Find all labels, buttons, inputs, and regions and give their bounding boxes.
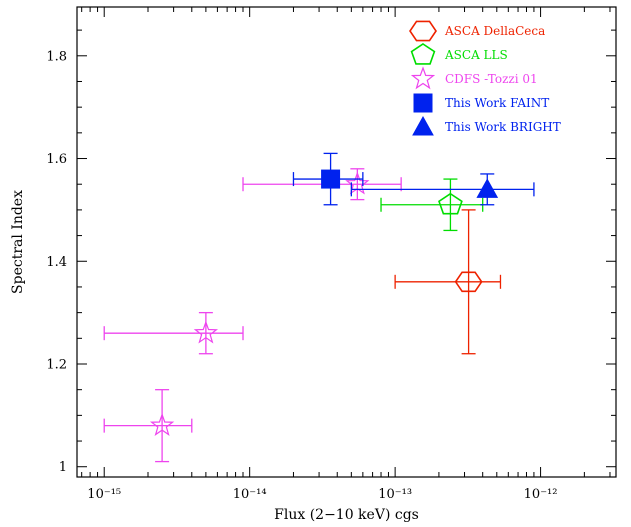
series-4 (350, 173, 535, 206)
legend-label: ASCA LLS (444, 48, 508, 62)
x-tick-label: 10⁻¹³ (378, 487, 412, 502)
legend: ASCA DellaCeca ASCA LLS CDFS -Tozzi 01 This… (409, 20, 561, 136)
y-tick-label: 1.8 (46, 49, 67, 64)
legend-marker-star (410, 66, 436, 90)
legend-label: This Work FAINT (445, 96, 549, 110)
x-tick-label: 10⁻¹⁴ (233, 487, 267, 502)
data-point-square (321, 169, 341, 189)
y-axis-label: Spectral Index (10, 190, 26, 294)
error-bar (350, 173, 535, 206)
error-bar (394, 209, 502, 355)
x-tick-label: 10⁻¹² (524, 487, 558, 502)
data-point-pentagon (438, 192, 463, 215)
data-point-triangle (476, 178, 499, 198)
error-bar (380, 178, 484, 232)
series-3 (292, 152, 364, 206)
data-layer (103, 152, 535, 463)
legend-item: ASCA LLS (410, 43, 508, 65)
y-tick-label: 1.4 (46, 255, 67, 270)
axis-ticks (77, 7, 616, 477)
legend-marker-triangle (412, 115, 434, 136)
legend-item: ASCA DellaCeca (409, 20, 545, 42)
legend-item: This Work BRIGHT (412, 115, 561, 136)
data-point-star (149, 412, 175, 436)
legend-marker-hexagon (409, 20, 437, 42)
series-2 (103, 168, 402, 463)
legend-marker-pentagon (410, 43, 436, 65)
x-axis-label: Flux (2−10 keV) cgs (274, 507, 419, 523)
x-tick-label: 10⁻¹⁵ (87, 487, 121, 502)
series-1 (380, 178, 484, 232)
axis-tick-labels: 10⁻¹⁵ 10⁻¹⁴ 10⁻¹³ 10⁻¹² 1 1.2 1.4 1.6 1.8 (46, 49, 557, 502)
legend-label: CDFS -Tozzi 01 (445, 72, 538, 86)
error-bar (103, 389, 193, 463)
y-tick-label: 1.2 (46, 357, 67, 372)
legend-label: ASCA DellaCeca (444, 24, 545, 38)
legend-marker-square (413, 93, 433, 113)
plot-frame (76, 6, 617, 478)
data-point-star (193, 320, 219, 344)
y-tick-label: 1 (59, 460, 67, 475)
legend-item: CDFS -Tozzi 01 (410, 66, 538, 90)
legend-item: This Work FAINT (413, 93, 549, 113)
series-0 (394, 209, 502, 355)
y-tick-label: 1.6 (46, 152, 67, 167)
data-point-hexagon (454, 271, 483, 293)
error-bar (103, 311, 244, 355)
legend-label: This Work BRIGHT (445, 120, 561, 134)
